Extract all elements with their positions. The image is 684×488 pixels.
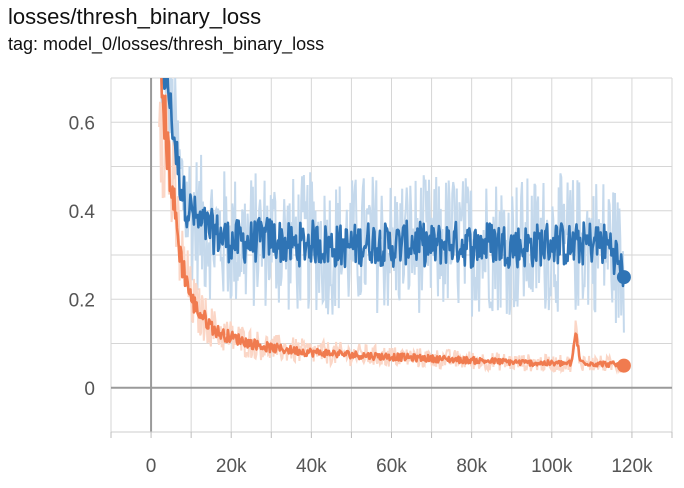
- y-tick-label: 0.4: [69, 202, 96, 223]
- x-tick-label: 40k: [296, 456, 327, 477]
- x-tick-label: 100k: [531, 456, 573, 477]
- raw-series-line: [160, 78, 625, 333]
- series-line: [162, 78, 626, 288]
- x-tick-label: 20k: [216, 456, 247, 477]
- x-tick-label: 80k: [456, 456, 487, 477]
- y-tick-label: 0.6: [69, 113, 95, 134]
- series-lines: [160, 78, 631, 373]
- tick-labels: 0 20k 40k 60k 80k 100k 120k 0 0.2 0.4 0.6: [69, 113, 653, 477]
- axes: [110, 78, 673, 438]
- y-tick-label: 0: [84, 379, 95, 400]
- x-tick-label: 60k: [376, 456, 407, 477]
- chart-title: losses/thresh_binary_loss: [8, 4, 262, 29]
- x-tick-label: 0: [146, 456, 157, 477]
- chart-tag: tag: model_0/losses/thresh_binary_loss: [8, 34, 325, 54]
- y-tick-label: 0.2: [69, 290, 95, 311]
- series-line: [160, 78, 626, 370]
- series-end-marker: [616, 358, 631, 373]
- series-end-marker: [616, 270, 631, 285]
- x-tick-label: 120k: [611, 456, 653, 477]
